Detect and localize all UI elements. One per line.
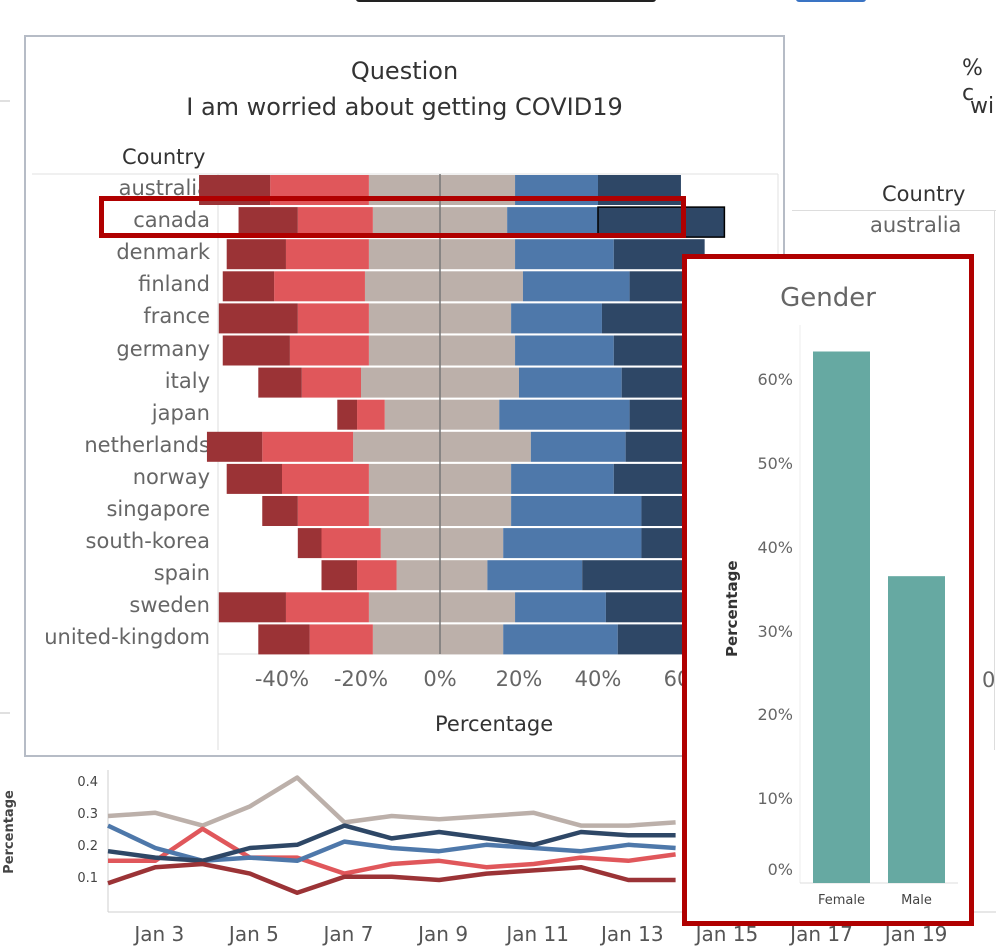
country-label-united-kingdom: united-kingdom [44, 625, 210, 650]
right-panel-country-header: Country [882, 182, 966, 206]
country-label-finland: finland [138, 272, 210, 297]
x-tick-label: 0% [423, 667, 457, 691]
gender-tooltip-popup: Gender Percentage [682, 254, 974, 926]
main-x-axis-title: Percentage [435, 712, 554, 736]
right-panel-tick-fragment: 0 [982, 668, 996, 692]
country-column-header: Country [122, 145, 206, 169]
bottom-x-tick-label: Jan 19 [884, 922, 948, 946]
bottom-y-tick-label: 0.2 [77, 839, 98, 854]
bottom-y-tick-label: 0.3 [77, 807, 98, 822]
bottom-x-tick-label: Jan 13 [600, 922, 664, 946]
gender-y-tick-label: 30% [757, 621, 793, 641]
country-label-norway: norway [132, 464, 210, 489]
right-panel-country-label: australia [870, 213, 962, 237]
gender-x-tick-label: Female [817, 893, 865, 908]
country-label-italy: italy [164, 368, 210, 393]
country-label-germany: germany [116, 336, 210, 361]
gender-y-axis-title: Percentage [723, 560, 741, 657]
bottom-x-tick-label: Jan 7 [323, 922, 374, 946]
country-label-denmark: denmark [116, 240, 210, 265]
bottom-x-tick-label: Jan 5 [228, 922, 279, 946]
bottom-y-axis-title: Percentage [2, 790, 17, 874]
x-tick-label: 20% [495, 667, 543, 691]
bottom-y-tick-label: 0.4 [77, 775, 98, 790]
gender-y-tick-label: 0% [767, 860, 793, 879]
country-label-singapore: singapore [106, 497, 210, 521]
right-panel-vline [994, 210, 995, 750]
right-panel-title-line2: wi [970, 94, 995, 119]
gender-y-tick-label: 50% [757, 453, 793, 473]
bottom-x-tick-label: Jan 3 [134, 922, 185, 946]
country-label-spain: spain [153, 561, 210, 586]
country-label-sweden: sweden [129, 593, 210, 618]
x-tick-label: -20% [333, 667, 389, 691]
highlight-canada-row [99, 196, 686, 238]
main-chart-title-line1: Question [350, 57, 459, 85]
gender-chart-title: Gender [780, 283, 876, 313]
right-panel-title-line1: % c [962, 56, 983, 106]
bottom-x-tick-label: Jan 15 [695, 922, 759, 946]
country-label-canada: canada [133, 208, 210, 233]
main-chart-title-line2: I am worried about getting COVID19 [186, 93, 623, 121]
x-tick-label: -40% [254, 667, 310, 691]
bottom-x-tick-label: Jan 17 [790, 922, 853, 946]
x-tick-label: 40% [574, 667, 622, 691]
right-panel-header-rule [792, 210, 996, 211]
bottom-y-tick-label: 0.1 [77, 871, 98, 886]
country-label-south-korea: south-korea [85, 529, 210, 554]
gender-y-tick-label: 10% [757, 789, 793, 809]
country-label-japan: japan [151, 400, 210, 425]
top-cut-caption [0, 0, 996, 6]
bottom-x-tick-label: Jan 9 [418, 922, 469, 946]
gender-x-tick-label: Male [901, 893, 932, 908]
gender-y-tick-label: 60% [757, 370, 793, 389]
country-label-netherlands: netherlands [84, 432, 210, 457]
bottom-x-tick-label: Jan 11 [506, 922, 569, 946]
country-label-france: france [143, 304, 210, 329]
left-edge-divider-bottom [0, 712, 10, 714]
gender-y-tick-label: 40% [757, 537, 793, 557]
left-edge-divider-top [0, 100, 10, 102]
gender-y-tick-label: 20% [757, 705, 793, 725]
